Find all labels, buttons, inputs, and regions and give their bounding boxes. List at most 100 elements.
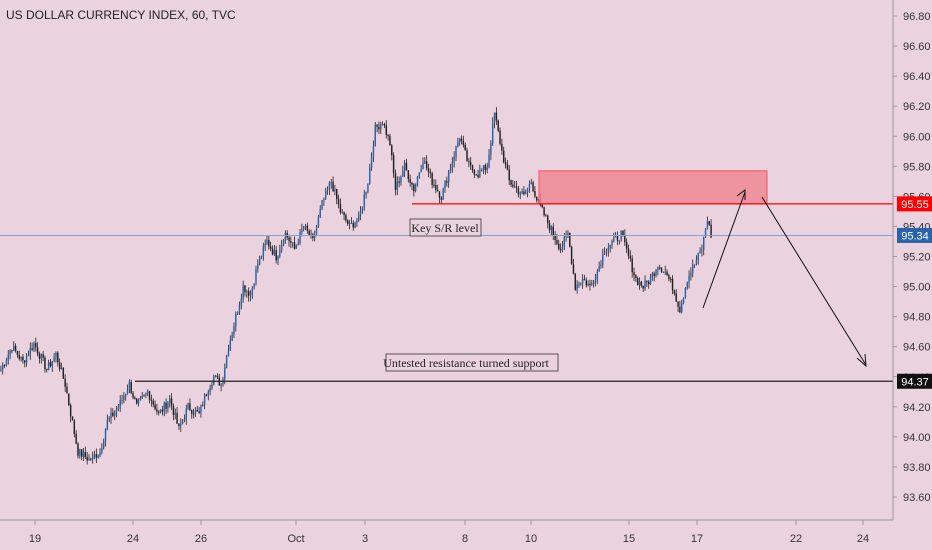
candle-up (258, 257, 261, 265)
candle-down (42, 354, 44, 358)
candle-up (493, 112, 496, 124)
candle-down (431, 173, 433, 185)
candle-down (677, 301, 679, 307)
candle-down (499, 130, 501, 144)
candle-up (682, 297, 685, 304)
candle-up (101, 448, 103, 453)
price-tick-label: 93.80 (903, 462, 931, 474)
candle-down (543, 207, 545, 216)
candle-up (365, 191, 367, 195)
candle-down (574, 273, 577, 290)
candle-down (389, 135, 391, 146)
candle-down (148, 391, 151, 400)
candle-down (24, 360, 26, 363)
candle-down (71, 416, 74, 421)
candlestick-series (0, 107, 712, 465)
candle-down (58, 362, 61, 370)
candle-up (350, 222, 353, 224)
candle-up (2, 364, 4, 370)
candle-down (332, 181, 334, 192)
candle-down (658, 267, 661, 269)
candle-down (640, 281, 643, 286)
candle-down (675, 293, 677, 302)
candle-down (541, 204, 543, 208)
candle-up (93, 454, 96, 456)
candle-up (600, 264, 602, 267)
candle-up (224, 367, 226, 379)
candle-up (279, 250, 281, 256)
candle-down (35, 343, 37, 348)
candle-up (374, 124, 377, 147)
candle-up (319, 208, 321, 218)
time-tick-label: 3 (362, 533, 368, 545)
candle-up (255, 269, 257, 284)
candle-up (7, 354, 9, 361)
candle-down (290, 241, 292, 243)
candle-up (185, 408, 187, 420)
candle-down (345, 214, 347, 221)
candle-up (323, 198, 325, 201)
candle-up (490, 143, 492, 155)
candle-down (172, 405, 175, 416)
candle-down (679, 306, 681, 313)
candle-down (391, 145, 393, 156)
candle-down (352, 222, 354, 228)
candle-up (457, 142, 459, 147)
price-tick-label: 96.80 (903, 11, 931, 23)
support-price-badge: 94.37 (897, 373, 932, 389)
candle-down (660, 267, 663, 272)
candle-up (180, 424, 182, 427)
candle-up (211, 384, 213, 389)
candle-up (704, 229, 707, 237)
candle-down (161, 409, 164, 412)
candle-up (227, 350, 230, 357)
candle-up (334, 189, 336, 192)
candle-up (123, 396, 125, 400)
time-tick-label: 24 (857, 533, 869, 545)
candle-up (187, 403, 189, 409)
candle-up (88, 458, 90, 461)
candle-up (183, 419, 186, 421)
candle-up (453, 156, 455, 162)
candle-up (301, 229, 303, 232)
candle-up (690, 273, 692, 277)
candle-up (422, 162, 424, 170)
candle-up (418, 172, 421, 177)
candle-up (697, 252, 699, 261)
candle-down (392, 155, 395, 173)
candle-up (25, 355, 28, 363)
candle-up (251, 287, 254, 295)
candle-up (246, 291, 248, 293)
candle-up (701, 250, 703, 252)
price-tick-label: 94.20 (903, 402, 931, 414)
candle-up (644, 280, 646, 289)
candle-down (523, 191, 525, 195)
candle-up (194, 409, 197, 414)
candle-up (565, 234, 567, 238)
candle-up (444, 181, 446, 189)
candle-up (295, 245, 298, 249)
candle-up (231, 334, 233, 341)
candle-up (370, 156, 373, 168)
key-sr-annotation: Key S/R level (409, 218, 482, 237)
candle-down (462, 141, 465, 145)
candle-up (455, 146, 457, 157)
candle-up (703, 236, 705, 251)
candle-up (688, 276, 690, 283)
candle-down (95, 454, 98, 458)
candle-down (22, 356, 24, 361)
candle-down (178, 423, 180, 427)
candle-up (317, 217, 320, 227)
support-annotation-box (385, 353, 559, 372)
time-tick-label: Oct (287, 533, 304, 545)
candle-down (156, 409, 158, 412)
candle-up (82, 452, 85, 457)
candle-down (545, 215, 547, 217)
candle-down (629, 255, 632, 259)
candle-up (400, 176, 402, 183)
candle-up (233, 325, 235, 335)
candle-down (337, 198, 340, 205)
candle-down (216, 375, 219, 378)
candle-up (141, 396, 143, 398)
